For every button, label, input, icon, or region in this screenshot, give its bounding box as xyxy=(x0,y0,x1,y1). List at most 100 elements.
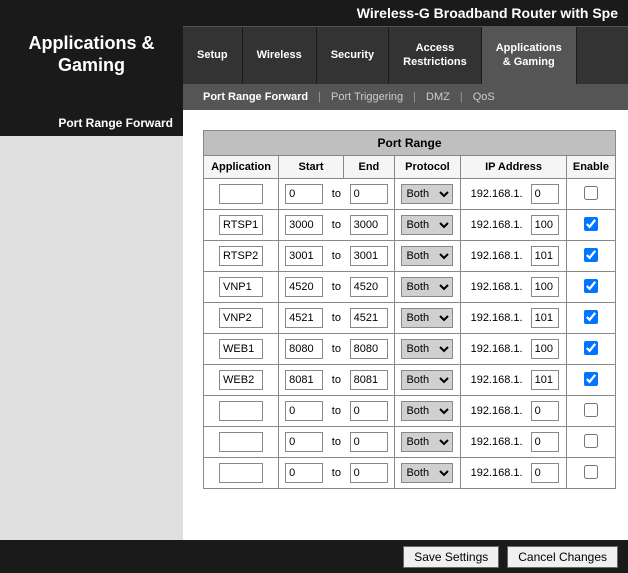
to-label: to xyxy=(329,179,343,210)
ip-last-octet-input[interactable] xyxy=(531,401,559,421)
enable-checkbox[interactable] xyxy=(584,186,598,200)
section-brand: Applications & Gaming xyxy=(0,0,183,110)
end-port-input[interactable] xyxy=(350,308,388,328)
application-input[interactable] xyxy=(219,215,263,235)
main-content: Port RangeApplicationStartEndProtocolIP … xyxy=(183,110,628,540)
end-port-input[interactable] xyxy=(350,463,388,483)
table-row: to Both 192.168.1. xyxy=(204,272,616,303)
to-label: to xyxy=(329,272,343,303)
protocol-select[interactable]: Both xyxy=(401,246,453,266)
start-port-input[interactable] xyxy=(285,339,323,359)
enable-checkbox[interactable] xyxy=(584,403,598,417)
ip-last-octet-input[interactable] xyxy=(531,463,559,483)
main-tab-security[interactable]: Security xyxy=(317,27,389,84)
protocol-select[interactable]: Both xyxy=(401,277,453,297)
enable-checkbox[interactable] xyxy=(584,372,598,386)
end-port-input[interactable] xyxy=(350,339,388,359)
ip-prefix: 192.168.1. xyxy=(471,405,523,417)
save-settings-button[interactable]: Save Settings xyxy=(403,546,499,568)
ip-last-octet-input[interactable] xyxy=(531,370,559,390)
sub-tab-dmz[interactable]: DMZ xyxy=(418,91,458,103)
col-end: End xyxy=(344,156,395,179)
enable-checkbox[interactable] xyxy=(584,341,598,355)
protocol-select[interactable]: Both xyxy=(401,339,453,359)
end-port-input[interactable] xyxy=(350,432,388,452)
to-label: to xyxy=(329,303,343,334)
start-port-input[interactable] xyxy=(285,432,323,452)
ip-last-octet-input[interactable] xyxy=(531,308,559,328)
end-port-input[interactable] xyxy=(350,277,388,297)
main-tab-applications-gaming[interactable]: Applications& Gaming xyxy=(482,27,577,84)
start-port-input[interactable] xyxy=(285,308,323,328)
protocol-select[interactable]: Both xyxy=(401,463,453,483)
col-ip-address: IP Address xyxy=(461,156,567,179)
ip-prefix: 192.168.1. xyxy=(471,250,523,262)
to-label: to xyxy=(329,396,343,427)
protocol-select[interactable]: Both xyxy=(401,370,453,390)
start-port-input[interactable] xyxy=(285,401,323,421)
sub-tab-qos[interactable]: QoS xyxy=(465,91,503,103)
to-label: to xyxy=(329,334,343,365)
main-tab-wireless[interactable]: Wireless xyxy=(243,27,317,84)
protocol-select[interactable]: Both xyxy=(401,215,453,235)
enable-checkbox[interactable] xyxy=(584,465,598,479)
end-port-input[interactable] xyxy=(350,401,388,421)
protocol-select[interactable]: Both xyxy=(401,401,453,421)
application-input[interactable] xyxy=(219,370,263,390)
application-input[interactable] xyxy=(219,308,263,328)
enable-checkbox[interactable] xyxy=(584,217,598,231)
sub-tab-separator: | xyxy=(316,91,323,103)
table-row: to Both 192.168.1. xyxy=(204,396,616,427)
end-port-input[interactable] xyxy=(350,246,388,266)
start-port-input[interactable] xyxy=(285,370,323,390)
enable-checkbox[interactable] xyxy=(584,310,598,324)
col-application: Application xyxy=(204,156,279,179)
col-start: Start xyxy=(279,156,344,179)
ip-last-octet-input[interactable] xyxy=(531,277,559,297)
ip-last-octet-input[interactable] xyxy=(531,339,559,359)
table-row: toBoth192.168.1. xyxy=(204,210,616,241)
end-port-input[interactable] xyxy=(350,370,388,390)
protocol-select[interactable]: Both xyxy=(401,308,453,328)
sub-tab-port-range-forward[interactable]: Port Range Forward xyxy=(195,91,316,103)
protocol-select[interactable]: Both xyxy=(401,184,453,204)
main-tab-setup[interactable]: Setup xyxy=(183,27,243,84)
sub-tab-port-triggering[interactable]: Port Triggering xyxy=(323,91,411,103)
brand-text: Applications & Gaming xyxy=(0,33,183,76)
main-tab-access-restrictions[interactable]: AccessRestrictions xyxy=(389,27,482,84)
application-input[interactable] xyxy=(219,432,263,452)
start-port-input[interactable] xyxy=(285,277,323,297)
port-range-title: Port Range xyxy=(204,131,616,156)
ip-last-octet-input[interactable] xyxy=(531,246,559,266)
port-range-table: Port RangeApplicationStartEndProtocolIP … xyxy=(203,130,616,489)
start-port-input[interactable] xyxy=(285,184,323,204)
enable-checkbox[interactable] xyxy=(584,248,598,262)
protocol-select[interactable]: Both xyxy=(401,432,453,452)
table-row: toBoth192.168.1. xyxy=(204,458,616,489)
end-port-input[interactable] xyxy=(350,215,388,235)
ip-prefix: 192.168.1. xyxy=(471,312,523,324)
enable-checkbox[interactable] xyxy=(584,434,598,448)
start-port-input[interactable] xyxy=(285,246,323,266)
start-port-input[interactable] xyxy=(285,215,323,235)
application-input[interactable] xyxy=(219,277,263,297)
enable-checkbox[interactable] xyxy=(584,279,598,293)
application-input[interactable] xyxy=(219,463,263,483)
ip-last-octet-input[interactable] xyxy=(531,432,559,452)
cancel-changes-button[interactable]: Cancel Changes xyxy=(507,546,618,568)
ip-prefix: 192.168.1. xyxy=(471,219,523,231)
start-port-input[interactable] xyxy=(285,463,323,483)
application-input[interactable] xyxy=(219,184,263,204)
header-right: Wireless-G Broadband Router with Spe Set… xyxy=(183,0,628,110)
ip-prefix: 192.168.1. xyxy=(471,467,523,479)
table-row: toBoth192.168.1. xyxy=(204,179,616,210)
ip-last-octet-input[interactable] xyxy=(531,184,559,204)
ip-last-octet-input[interactable] xyxy=(531,215,559,235)
application-input[interactable] xyxy=(219,246,263,266)
application-input[interactable] xyxy=(219,401,263,421)
ip-prefix: 192.168.1. xyxy=(471,374,523,386)
application-input[interactable] xyxy=(219,339,263,359)
table-row: toBoth192.168.1. xyxy=(204,334,616,365)
end-port-input[interactable] xyxy=(350,184,388,204)
ip-prefix: 192.168.1. xyxy=(471,281,523,293)
